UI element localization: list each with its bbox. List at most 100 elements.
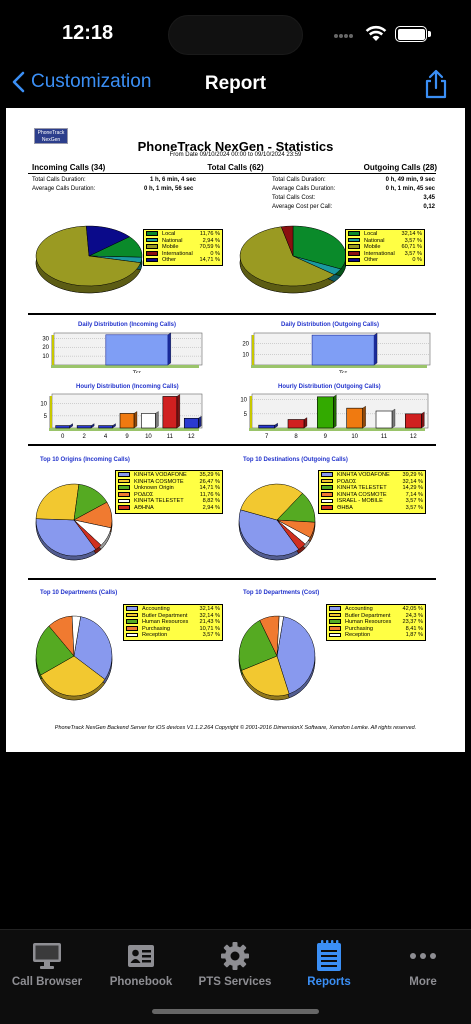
plot-floor — [49, 428, 199, 431]
legend-value: 3,57 % — [404, 237, 422, 244]
legend-swatch — [118, 485, 130, 490]
tab-call-browser[interactable]: Call Browser — [0, 940, 94, 988]
top-origins-title: Top 10 Origins (Incoming Calls) — [40, 457, 130, 463]
daily-outgoing-chart: 10 20 Τετ — [242, 332, 431, 373]
legend-swatch — [118, 498, 130, 504]
legend-entry: ΚΙΝΗΤΑ TELESTET 14,29 % — [321, 485, 423, 492]
legend-label: International — [364, 250, 395, 257]
outgoing-call-type-legend: Local 32,14 % National 3,57 % Mobile 60,71 % I… — [345, 229, 425, 266]
tab-more-label: More — [409, 976, 437, 988]
plot-axis-highlight — [252, 335, 254, 365]
legend-value: 42,05 % — [402, 606, 423, 612]
legend-entry: National 2,94 % — [146, 238, 220, 245]
legend-label: ΑΘΗΝΑ — [134, 504, 154, 511]
plot-axis-highlight — [52, 335, 54, 365]
y-tick-label: 10 — [42, 354, 49, 360]
pie-slice — [73, 519, 102, 550]
top-departments-calls-pie — [35, 615, 113, 701]
legend-value: 3,57 % — [404, 250, 422, 257]
legend-value: 14,71 % — [199, 257, 220, 264]
divider — [28, 444, 436, 446]
x-tick-label: 12 — [410, 434, 417, 440]
legend-label: Human Resources — [345, 619, 392, 626]
daily-incoming-title: Daily Distribution (Incoming Calls) — [78, 322, 177, 328]
legend-value: 3,57 % — [405, 498, 423, 505]
tab-phonebook-label: Phonebook — [109, 976, 173, 988]
pie-slice — [238, 620, 278, 671]
tab-call-browser-label: Call Browser — [11, 976, 83, 988]
legend-swatch — [146, 231, 158, 236]
report-document[interactable]: PhoneTrack NexGen PhoneTrack NexGen - St… — [6, 108, 465, 752]
legend-value: 14,29 % — [402, 485, 423, 492]
legend-value: 26,47 % — [199, 478, 220, 485]
legend-value: 60,71 % — [401, 244, 422, 251]
legend-entry: ΚΙΝΗΤΑ COSMOTE 26,47 % — [118, 479, 220, 486]
hourly-outgoing-title: Hourly Distribution (Outgoing Calls) — [278, 384, 381, 390]
back-button[interactable]: Customization — [12, 71, 151, 93]
legend-value: 1,87 % — [405, 632, 423, 639]
bar-side — [155, 411, 159, 429]
legend-value: 23,37 % — [402, 619, 423, 626]
report-title: PhoneTrack NexGen - Statistics — [137, 139, 334, 154]
legend-label: Accounting — [345, 606, 373, 612]
legend-label: Human Resources — [142, 619, 189, 626]
x-tick-label: 4 — [104, 434, 108, 440]
top-destinations-title: Top 10 Destinations (Outgoing Calls) — [243, 457, 348, 463]
x-tick-label: 2 — [82, 434, 86, 440]
legend-value: 2,94 % — [202, 237, 220, 244]
legend-label: ΚΙΝΗΤΑ COSMOTE — [337, 491, 387, 498]
legend-value: 3,57 % — [202, 632, 220, 639]
plot-floor — [249, 428, 425, 431]
bar — [105, 334, 169, 366]
pie-slice — [276, 615, 284, 657]
bar — [141, 413, 156, 429]
tab-more[interactable]: More — [376, 940, 470, 988]
chevron-left-icon — [12, 71, 25, 93]
legend-swatch — [348, 231, 360, 236]
legend-swatch — [329, 619, 341, 624]
legend-label: ΡΟΔΟΣ — [337, 478, 357, 485]
legend-entry: Butler Department 32,14 % — [126, 613, 220, 620]
legend-entry: Human Resources 21,43 % — [126, 619, 220, 626]
y-tick-label: 10 — [242, 352, 249, 358]
pie-slice — [85, 225, 131, 257]
share-icon[interactable] — [423, 69, 449, 99]
legend-swatch — [348, 257, 360, 263]
legend-entry: ΡΟΔΟΣ 32,14 % — [321, 479, 423, 486]
x-tick-label: 0 — [61, 434, 65, 440]
bar-side — [176, 394, 181, 429]
pie-slice — [35, 225, 142, 287]
legend-swatch — [321, 485, 333, 490]
hourly-incoming-title: Hourly Distribution (Incoming Calls) — [76, 384, 179, 390]
bar — [98, 425, 113, 429]
legend-label: Purchasing — [345, 625, 373, 632]
legend-entry: Other 0 % — [348, 257, 422, 264]
cellular-signal-icon — [334, 34, 353, 38]
legend-label: Mobile — [364, 244, 381, 251]
incoming-call-type-legend: Local 11,76 % National 2,94 % Mobile 70,59 % I… — [143, 229, 223, 266]
legend-label: ΚΙΝΗΤΑ VODAFONE — [134, 472, 187, 478]
plot-floor — [251, 365, 427, 368]
legend-value: 21,43 % — [199, 619, 220, 626]
legend-entry: International 0 % — [146, 251, 220, 258]
tab-pts-services[interactable]: PTS Services — [188, 940, 282, 988]
legend-label: Purchasing — [142, 625, 170, 632]
pie-slice — [35, 625, 75, 676]
y-tick-label: 20 — [242, 342, 249, 348]
y-tick-label: 10 — [40, 402, 47, 408]
top-destinations-legend: ΚΙΝΗΤΑ VODAFONE 39,29 % ΡΟΔΟΣ 32,14 % ΚΙΝΗΤΑ… — [318, 470, 426, 514]
legend-value: 7,14 % — [405, 491, 423, 498]
x-tick-label: 11 — [381, 434, 388, 440]
tab-phonebook[interactable]: Phonebook — [94, 940, 188, 988]
legend-label: ΚΙΝΗΤΑ COSMOTE — [134, 478, 184, 485]
x-tick-label: 7 — [265, 434, 269, 440]
legend-entry: Accounting 42,05 % — [329, 606, 423, 613]
tab-reports[interactable]: Reports — [282, 940, 376, 988]
bar-side — [391, 408, 396, 429]
total-calls-header: Total Calls (62) — [207, 163, 264, 172]
incoming-calls-header: Incoming Calls (34) — [32, 163, 106, 172]
bar — [346, 407, 363, 429]
bar-side — [373, 332, 378, 366]
legend-entry: International 3,57 % — [348, 251, 422, 258]
wifi-icon — [365, 25, 387, 41]
